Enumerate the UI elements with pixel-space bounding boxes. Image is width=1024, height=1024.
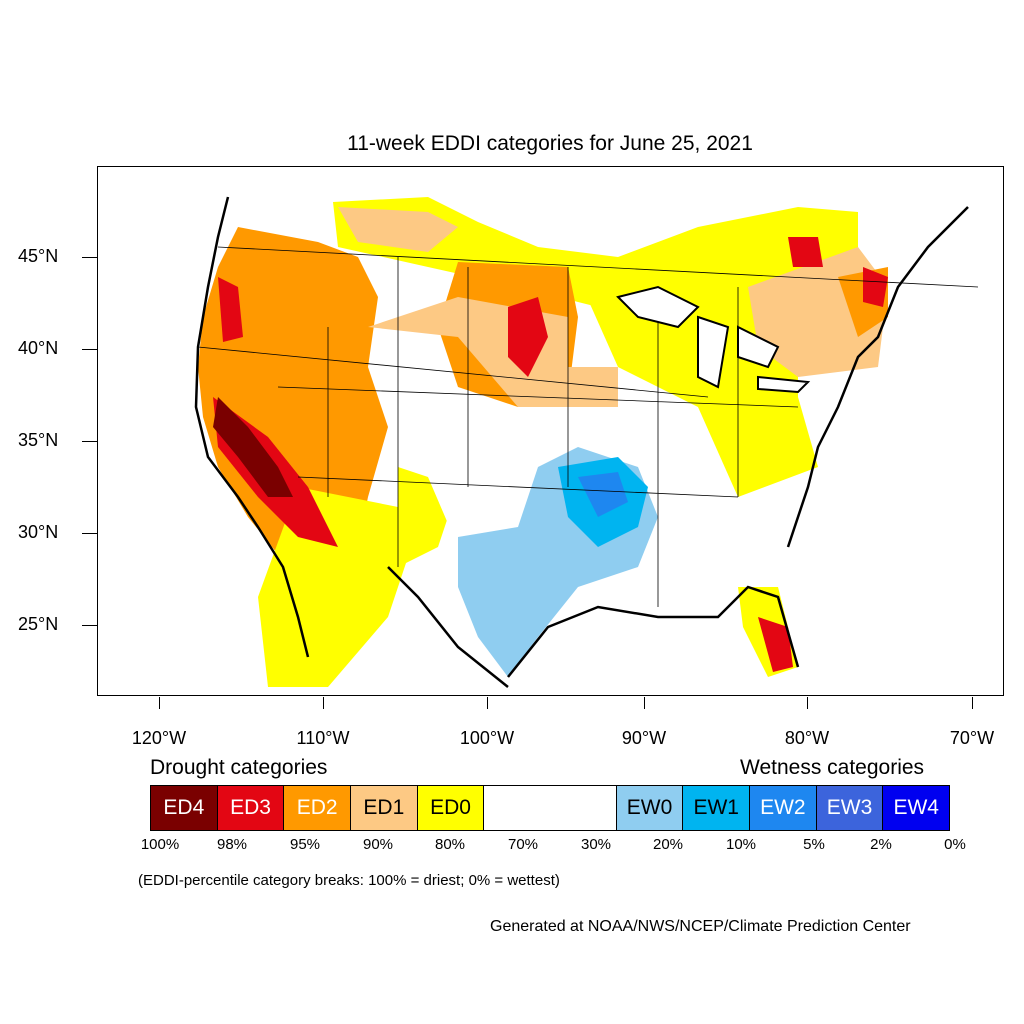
legend-cell-ew4: EW4 [883,786,950,830]
percentile-label: 100% [140,836,180,853]
legend-cell-ew3: EW3 [816,786,884,830]
southeast-yellow [698,397,818,497]
ed3-dakota [508,297,548,377]
y-tick-label: 45°N [18,246,59,266]
legend-cell-ed4: ED4 [151,786,218,830]
percentile-label: 30% [580,836,612,853]
legend-cell-neutral [484,786,617,830]
percentile-label: 5% [803,836,825,853]
map-title: 11-week EDDI categories for June 25, 202… [347,132,753,155]
legend-cell-ed2: ED2 [284,786,352,830]
x-tick-label: 110°W [296,728,350,748]
legend-cell-ed0: ED0 [417,786,485,830]
map-panel [97,166,1004,696]
wetness-categories-heading: Wetness categories [740,756,925,779]
ed3-northwest [218,277,243,342]
x-tick-label: 100°W [459,728,515,748]
y-tick-label: 30°N [18,522,59,542]
percentile-label: 10% [725,836,757,853]
category-legend-bar: ED4 ED3 ED2 ED1 ED0 EW0 EW1 EW2 EW3 EW4 [150,785,950,831]
percentile-label: 80% [434,836,466,853]
percentile-label: 98% [216,836,248,853]
great-lakes [616,285,811,394]
y-tick-mark [82,533,97,534]
y-tick-label: 40°N [18,338,59,358]
percentile-label: 95% [289,836,321,853]
x-tick-label: 90°W [621,728,667,748]
legend-cell-ed3: ED3 [217,786,285,830]
percentile-label: 90% [362,836,394,853]
x-tick-label: 120°W [131,728,187,748]
x-tick-mark [972,697,973,709]
west-drought-region [198,227,388,577]
state-borders [197,246,979,607]
tan-north-region [338,207,458,252]
drought-categories-heading: Drought categories [150,756,328,779]
percentile-label: 2% [870,836,892,853]
y-tick-mark [82,349,97,350]
x-tick-mark [159,697,160,709]
x-tick-mark [487,697,488,709]
ed4-west [213,397,293,497]
us-coastline [194,196,969,688]
legend-cell-ew2: EW2 [750,786,817,830]
legend-cell-ed1: ED1 [351,786,418,830]
wet-ew2-region [578,472,628,517]
x-tick-label: 80°W [784,728,830,748]
plains-ed1 [368,297,618,407]
legend-cell-ew0: EW0 [616,786,684,830]
x-tick-mark [323,697,324,709]
legend-cell-ew1: EW1 [683,786,751,830]
y-tick-mark [82,625,97,626]
ed3-northeast [788,237,823,267]
y-tick-mark [82,441,97,442]
percentile-label: 70% [507,836,539,853]
y-tick-label: 35°N [18,430,59,450]
credit-line: Generated at NOAA/NWS/NCEP/Climate Predi… [490,918,911,935]
x-tick-mark [644,697,645,709]
category-note: (EDDI-percentile category breaks: 100% =… [138,872,560,889]
y-tick-label: 25°N [18,614,59,634]
y-tick-mark [82,257,97,258]
percentile-label: 20% [652,836,684,853]
ed3-florida [758,617,793,672]
x-tick-mark [807,697,808,709]
eddi-map [194,196,979,688]
southwest-yellow [258,487,408,687]
x-tick-label: 70°W [949,728,995,748]
percentile-label: 0% [944,836,966,853]
ed3-maine [863,267,888,307]
